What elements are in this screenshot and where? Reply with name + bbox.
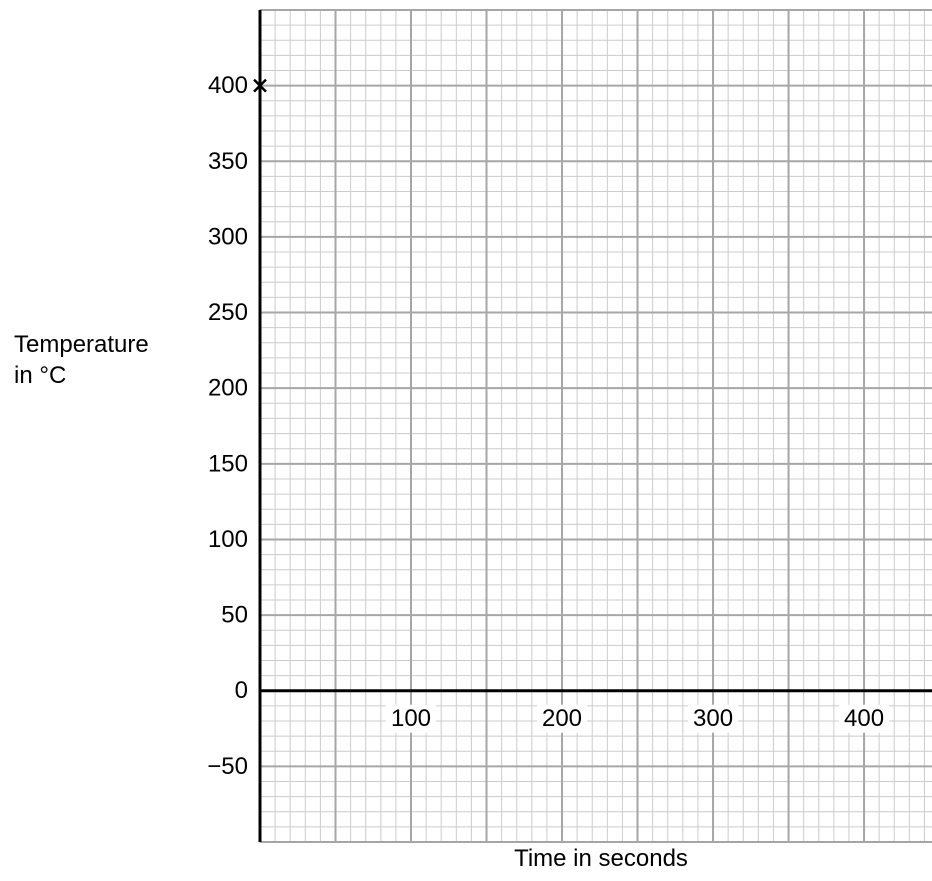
axes	[258, 10, 932, 842]
x-tick-label: 300	[693, 705, 733, 732]
x-tick-label-background	[386, 704, 437, 733]
y-tick-label: 0	[235, 677, 248, 704]
y-tick-labels: −50 0 50 100 150 200 250 300 350 400	[207, 72, 248, 780]
minor-gridlines	[260, 10, 932, 842]
y-tick-label: 350	[208, 148, 248, 175]
data-points	[253, 78, 267, 93]
x-axis-title: Time in seconds	[514, 845, 688, 872]
y-tick-label: −50	[207, 753, 248, 780]
y-tick-label: 300	[208, 223, 248, 250]
y-axis-title-line-2: in °C	[14, 362, 66, 389]
y-tick-label: 100	[208, 526, 248, 553]
y-axis-title-line-1: Temperature	[14, 331, 149, 358]
y-tick-label: 200	[208, 375, 248, 402]
cross-stroke	[253, 78, 267, 93]
y-tick-label: 400	[208, 72, 248, 99]
y-tick-label: 250	[208, 299, 248, 326]
x-tick-label: 100	[391, 705, 431, 732]
x-tick-label-background	[537, 704, 588, 733]
major-gridlines	[259, 9, 932, 843]
data-point-cross	[253, 78, 267, 93]
y-tick-label: 150	[208, 450, 248, 477]
x-tick-label-background	[688, 704, 739, 733]
x-tick-label-background	[839, 704, 890, 733]
x-tick-labels: 100 200 300 400	[386, 704, 890, 733]
x-tick-label: 200	[542, 705, 582, 732]
y-tick-label: 50	[221, 602, 248, 629]
x-tick-label: 400	[844, 705, 884, 732]
